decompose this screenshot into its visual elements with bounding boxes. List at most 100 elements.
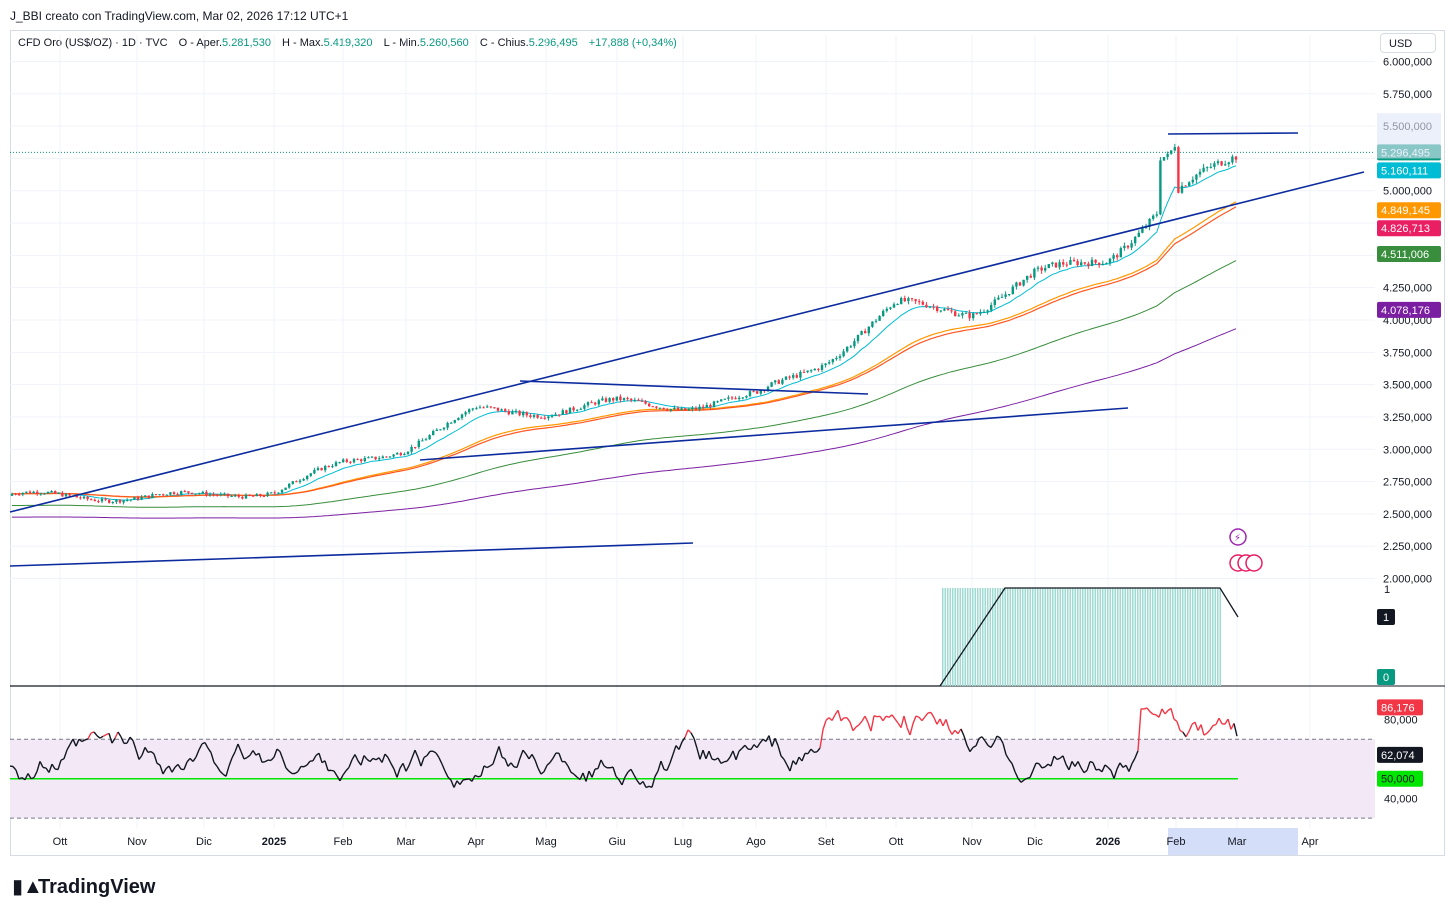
trend-line xyxy=(419,407,1129,461)
candle-body xyxy=(446,422,449,428)
rsi-segment xyxy=(297,766,302,772)
rsi-segment xyxy=(1077,761,1082,768)
candle xyxy=(1159,157,1162,216)
rsi-segment xyxy=(702,749,707,759)
rsi-segment xyxy=(1215,717,1220,725)
candle xyxy=(230,494,233,498)
rsi-badge-text: 86,176 xyxy=(1381,702,1415,714)
rsi-segment xyxy=(393,768,398,778)
candle xyxy=(378,456,381,462)
candle-body xyxy=(46,491,50,494)
candle xyxy=(1116,253,1119,261)
rsi-segment xyxy=(1143,707,1148,710)
rsi-segment xyxy=(591,768,596,778)
rsi-badge xyxy=(1377,746,1423,763)
candle-body xyxy=(810,370,813,372)
rsi-segment xyxy=(441,763,446,772)
candle xyxy=(432,429,435,436)
currency-selector[interactable]: USD xyxy=(1380,33,1436,53)
open-value: 5.281,530 xyxy=(222,37,271,49)
candle-body xyxy=(903,297,906,302)
candle xyxy=(514,408,518,414)
rsi-segment xyxy=(318,752,323,763)
histogram-bar xyxy=(1174,588,1176,686)
rsi-segment xyxy=(651,776,656,788)
rsi-segment xyxy=(1053,755,1058,760)
candle-body xyxy=(766,386,770,391)
rsi-segment xyxy=(372,757,377,761)
candle xyxy=(223,492,226,496)
candle-body xyxy=(489,406,492,408)
candle-body xyxy=(630,398,633,401)
rsi-segment xyxy=(102,734,107,737)
rsi-segment xyxy=(162,768,167,775)
rsi-segment xyxy=(873,715,878,718)
candle-body xyxy=(158,494,161,496)
candle xyxy=(957,313,960,317)
rsi-segment xyxy=(1146,707,1151,713)
rsi-segment xyxy=(528,754,533,760)
candle xyxy=(352,457,356,464)
candle-body xyxy=(525,412,528,416)
candle-body xyxy=(1022,279,1025,286)
candle xyxy=(1126,244,1130,250)
rsi-segment xyxy=(51,763,56,770)
rsi-segment xyxy=(966,745,971,752)
candle xyxy=(75,495,78,498)
histogram-bar xyxy=(997,588,999,686)
rsi-segment xyxy=(1128,763,1133,772)
candle xyxy=(1054,262,1058,268)
candle xyxy=(662,407,665,410)
rsi-segment xyxy=(201,741,206,745)
candle-body xyxy=(727,397,730,399)
candle xyxy=(54,490,57,494)
candle xyxy=(525,411,528,418)
candle-body xyxy=(118,499,122,503)
rsi-segment xyxy=(135,749,140,760)
candle-body xyxy=(50,491,53,493)
rsi-segment xyxy=(918,716,923,722)
candle xyxy=(734,396,737,400)
rsi-segment xyxy=(570,771,575,775)
candle xyxy=(25,491,28,494)
close-value: 5.296,495 xyxy=(528,37,578,49)
histogram-bar xyxy=(1159,588,1161,686)
candle-body xyxy=(439,429,442,431)
rsi-segment xyxy=(1134,750,1139,759)
candle xyxy=(439,429,442,431)
candle-body xyxy=(738,397,741,400)
candle-body xyxy=(788,376,791,378)
candle-body xyxy=(860,331,863,335)
histogram-bar xyxy=(1007,588,1009,686)
candle-body xyxy=(1216,161,1220,164)
rsi-segment xyxy=(840,717,845,722)
candle xyxy=(140,495,143,501)
candle xyxy=(396,451,399,455)
x-tick-label: Lug xyxy=(674,836,692,848)
histogram-bar xyxy=(1014,588,1016,686)
chart-credit: J_BBI creato con TradingView.com, Mar 02… xyxy=(10,9,349,23)
candle xyxy=(306,475,309,481)
rsi-segment xyxy=(498,746,503,758)
candle xyxy=(1000,293,1004,298)
candle xyxy=(622,397,626,401)
candle xyxy=(1198,168,1202,178)
candle xyxy=(504,408,507,413)
symbol-label[interactable]: CFD Oro (US$/OZ) · 1D · TVC xyxy=(18,37,168,49)
rsi-segment xyxy=(567,765,572,773)
candle-body xyxy=(1202,167,1205,172)
candle-body xyxy=(460,414,464,419)
candle xyxy=(547,415,550,421)
candle-body xyxy=(1116,255,1119,258)
candle-body xyxy=(169,492,172,495)
rsi-segment xyxy=(432,750,437,754)
candle xyxy=(1148,218,1151,231)
candle xyxy=(968,309,971,321)
candle xyxy=(565,409,568,415)
candle-body xyxy=(698,406,701,410)
rsi-segment xyxy=(66,744,71,751)
rsi-segment xyxy=(210,752,215,763)
histogram-bar xyxy=(1052,588,1054,686)
candle-body xyxy=(950,310,953,312)
